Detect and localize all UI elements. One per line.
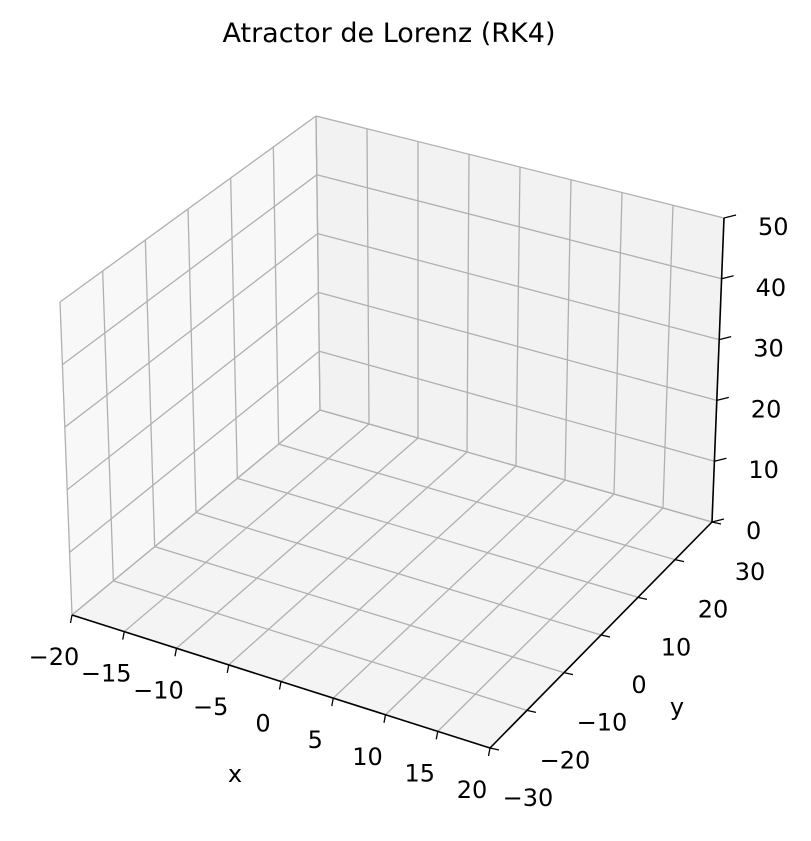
x-tick-label: 20 <box>457 776 488 804</box>
x-tick-label: −5 <box>193 693 228 721</box>
z-gridline-side <box>66 291 319 491</box>
y-gridline-side <box>315 115 321 411</box>
z-gridline-back <box>318 291 717 402</box>
x-tick-label: 10 <box>352 743 383 771</box>
z-gridline-back <box>315 115 725 219</box>
x-tick-mark <box>122 631 125 640</box>
x-tick-label: −15 <box>81 660 132 688</box>
y-tick-label: 20 <box>698 596 729 624</box>
z-tick-mark <box>721 275 734 280</box>
x-tick-mark <box>383 714 387 723</box>
x-gridline-back <box>564 179 572 481</box>
x-tick-mark <box>278 681 282 690</box>
y-tick-mark <box>637 596 648 600</box>
x-gridline-back <box>662 205 674 509</box>
y-gridline-side <box>187 208 197 513</box>
x-tick-mark <box>226 664 230 673</box>
z-gridline-side <box>62 174 318 366</box>
z-gridline-back <box>319 350 715 462</box>
y-gridline-floor <box>154 546 565 674</box>
z-gridline-side <box>59 115 317 303</box>
x-tick-label: −20 <box>29 643 80 671</box>
z-tick-label: 0 <box>746 517 761 545</box>
z-tick-label: 30 <box>753 335 784 363</box>
y-tick-label: 0 <box>631 671 646 699</box>
x-gridline-back <box>613 192 623 495</box>
z-tick-mark <box>719 335 732 341</box>
z-gridline-back <box>319 409 713 523</box>
y-tick-label: −10 <box>577 709 628 737</box>
z-gridline-back <box>316 174 722 280</box>
y-tick-mark <box>600 634 611 638</box>
z-tick-mark <box>711 518 725 523</box>
tick-marks <box>69 214 737 757</box>
x-gridline-back <box>366 128 370 425</box>
z-gridline-side <box>69 350 320 553</box>
y-gridline-side <box>102 270 114 581</box>
y-gridline-side <box>272 146 280 445</box>
z-tick-mark <box>723 214 737 219</box>
y-tick-mark <box>563 672 574 676</box>
z-tick-label: 40 <box>756 274 787 302</box>
chart-title: Atractor de Lorenz (RK4) <box>223 18 556 49</box>
y-axis-label: y <box>670 693 684 721</box>
y-tick-label: −30 <box>503 784 554 812</box>
z-tick-label: 10 <box>748 456 779 484</box>
z-tick-mark <box>714 457 727 462</box>
y-gridline-floor <box>278 443 676 561</box>
y-gridline-side <box>59 301 73 616</box>
z-gridline-back <box>317 232 720 341</box>
x-tick-mark <box>487 747 491 757</box>
x-gridline-back <box>515 166 521 467</box>
y-tick-mark <box>674 559 685 563</box>
x-tick-label: −10 <box>133 676 184 704</box>
z-gridline-side <box>64 233 318 428</box>
x-tick-mark <box>174 648 178 657</box>
z-gridline-side <box>71 409 321 616</box>
x-tick-label: 5 <box>308 726 323 754</box>
y-tick-mark <box>489 747 500 751</box>
left-pane <box>60 116 320 615</box>
y-tick-label: 10 <box>661 633 692 661</box>
x-tick-label: 15 <box>404 759 435 787</box>
y-tick-label: 30 <box>735 558 766 586</box>
x-axis-label: x <box>228 760 242 788</box>
x-tick-label: 0 <box>255 710 270 738</box>
y-gridline-side <box>144 239 156 547</box>
x-tick-mark <box>435 731 439 740</box>
x-tick-mark <box>331 698 334 707</box>
y-gridline-floor <box>113 580 528 711</box>
y-gridline-floor <box>237 477 639 598</box>
y-gridline-floor <box>195 511 602 636</box>
y-gridline-side <box>230 177 238 479</box>
y-tick-mark <box>526 709 537 713</box>
y-tick-mark <box>711 521 722 525</box>
z-tick-label: 50 <box>758 213 789 241</box>
y-tick-label: −20 <box>540 746 591 774</box>
x-gridline-back <box>466 154 470 453</box>
z-axis-line <box>711 217 725 523</box>
x-tick-mark <box>69 614 73 624</box>
z-tick-mark <box>716 396 729 402</box>
z-tick-label: 20 <box>751 395 782 423</box>
